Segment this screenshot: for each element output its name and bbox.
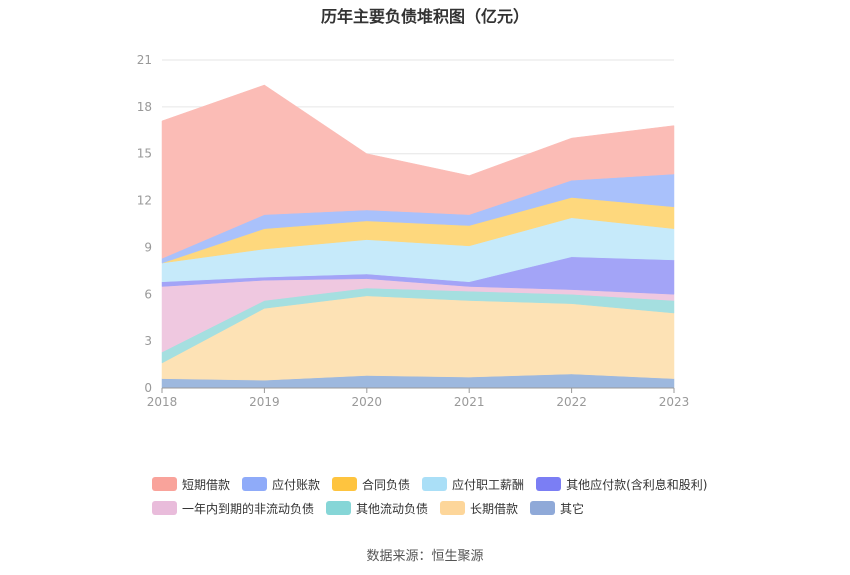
legend-swatch	[242, 477, 268, 491]
legend-item[interactable]: 短期借款	[152, 476, 230, 493]
data-source-note: 数据来源：恒生聚源	[366, 549, 484, 564]
x-tick-label: 2019	[249, 395, 280, 409]
x-tick-label: 2023	[659, 395, 690, 409]
legend-item[interactable]: 应付职工薪酬	[422, 476, 524, 493]
legend-label: 应付职工薪酬	[452, 477, 525, 492]
legend-swatch	[422, 477, 448, 491]
y-tick-label: 0	[144, 381, 152, 395]
area-series-band	[161, 84, 675, 259]
legend-label: 应付账款	[272, 477, 321, 492]
legend-label: 短期借款	[182, 477, 231, 492]
x-tick-label: 2022	[556, 395, 587, 409]
x-tick-label: 2020	[352, 395, 383, 409]
legend-label: 其他流动负债	[356, 501, 429, 516]
y-tick-label: 15	[137, 147, 152, 161]
y-tick-label: 6	[144, 287, 152, 301]
legend-swatch	[530, 501, 556, 515]
y-tick-label: 18	[137, 100, 152, 114]
legend-item[interactable]: 其它	[530, 500, 584, 517]
legend-label: 长期借款	[470, 501, 519, 516]
legend-label: 一年内到期的非流动负债	[182, 501, 315, 516]
legend-swatch	[440, 501, 466, 515]
area-series	[161, 84, 675, 389]
legend-swatch	[332, 477, 358, 491]
legend-row: 一年内到期的非流动负债 其他流动负债 长期借款 其它	[152, 496, 752, 520]
legend-item[interactable]: 一年内到期的非流动负债	[152, 500, 314, 517]
legend-swatch	[536, 477, 562, 491]
legend-item[interactable]: 应付账款	[242, 476, 320, 493]
y-tick-label: 9	[144, 240, 152, 254]
chart-title: 历年主要负债堆积图（亿元）	[320, 7, 529, 26]
legend-item[interactable]: 合同负债	[332, 476, 410, 493]
legend-item[interactable]: 其他应付款(含利息和股利)	[536, 476, 707, 493]
legend: 短期借款 应付账款 合同负债 应付职工薪酬 其他应付款(含利息和股利) 一年内到期的非流…	[152, 472, 752, 520]
axes: 0 3 6 9 12 15 18 21 2018 2019 2020 2021 2022 2023	[137, 53, 690, 409]
legend-label: 合同负债	[362, 477, 411, 492]
y-tick-label: 21	[137, 53, 152, 67]
legend-swatch	[152, 501, 177, 515]
y-tick-label: 3	[144, 334, 152, 348]
legend-item[interactable]: 长期借款	[440, 500, 518, 517]
x-tick-label: 2018	[147, 395, 178, 409]
y-tick-label: 12	[137, 194, 152, 208]
legend-label: 其它	[560, 501, 585, 516]
x-tick-label: 2021	[454, 395, 485, 409]
legend-swatch	[152, 477, 177, 491]
legend-label: 其他应付款(含利息和股利)	[566, 477, 708, 492]
legend-item[interactable]: 其他流动负债	[326, 500, 428, 517]
legend-swatch	[326, 501, 352, 515]
legend-row: 短期借款 应付账款 合同负债 应付职工薪酬 其他应付款(含利息和股利)	[152, 472, 752, 496]
